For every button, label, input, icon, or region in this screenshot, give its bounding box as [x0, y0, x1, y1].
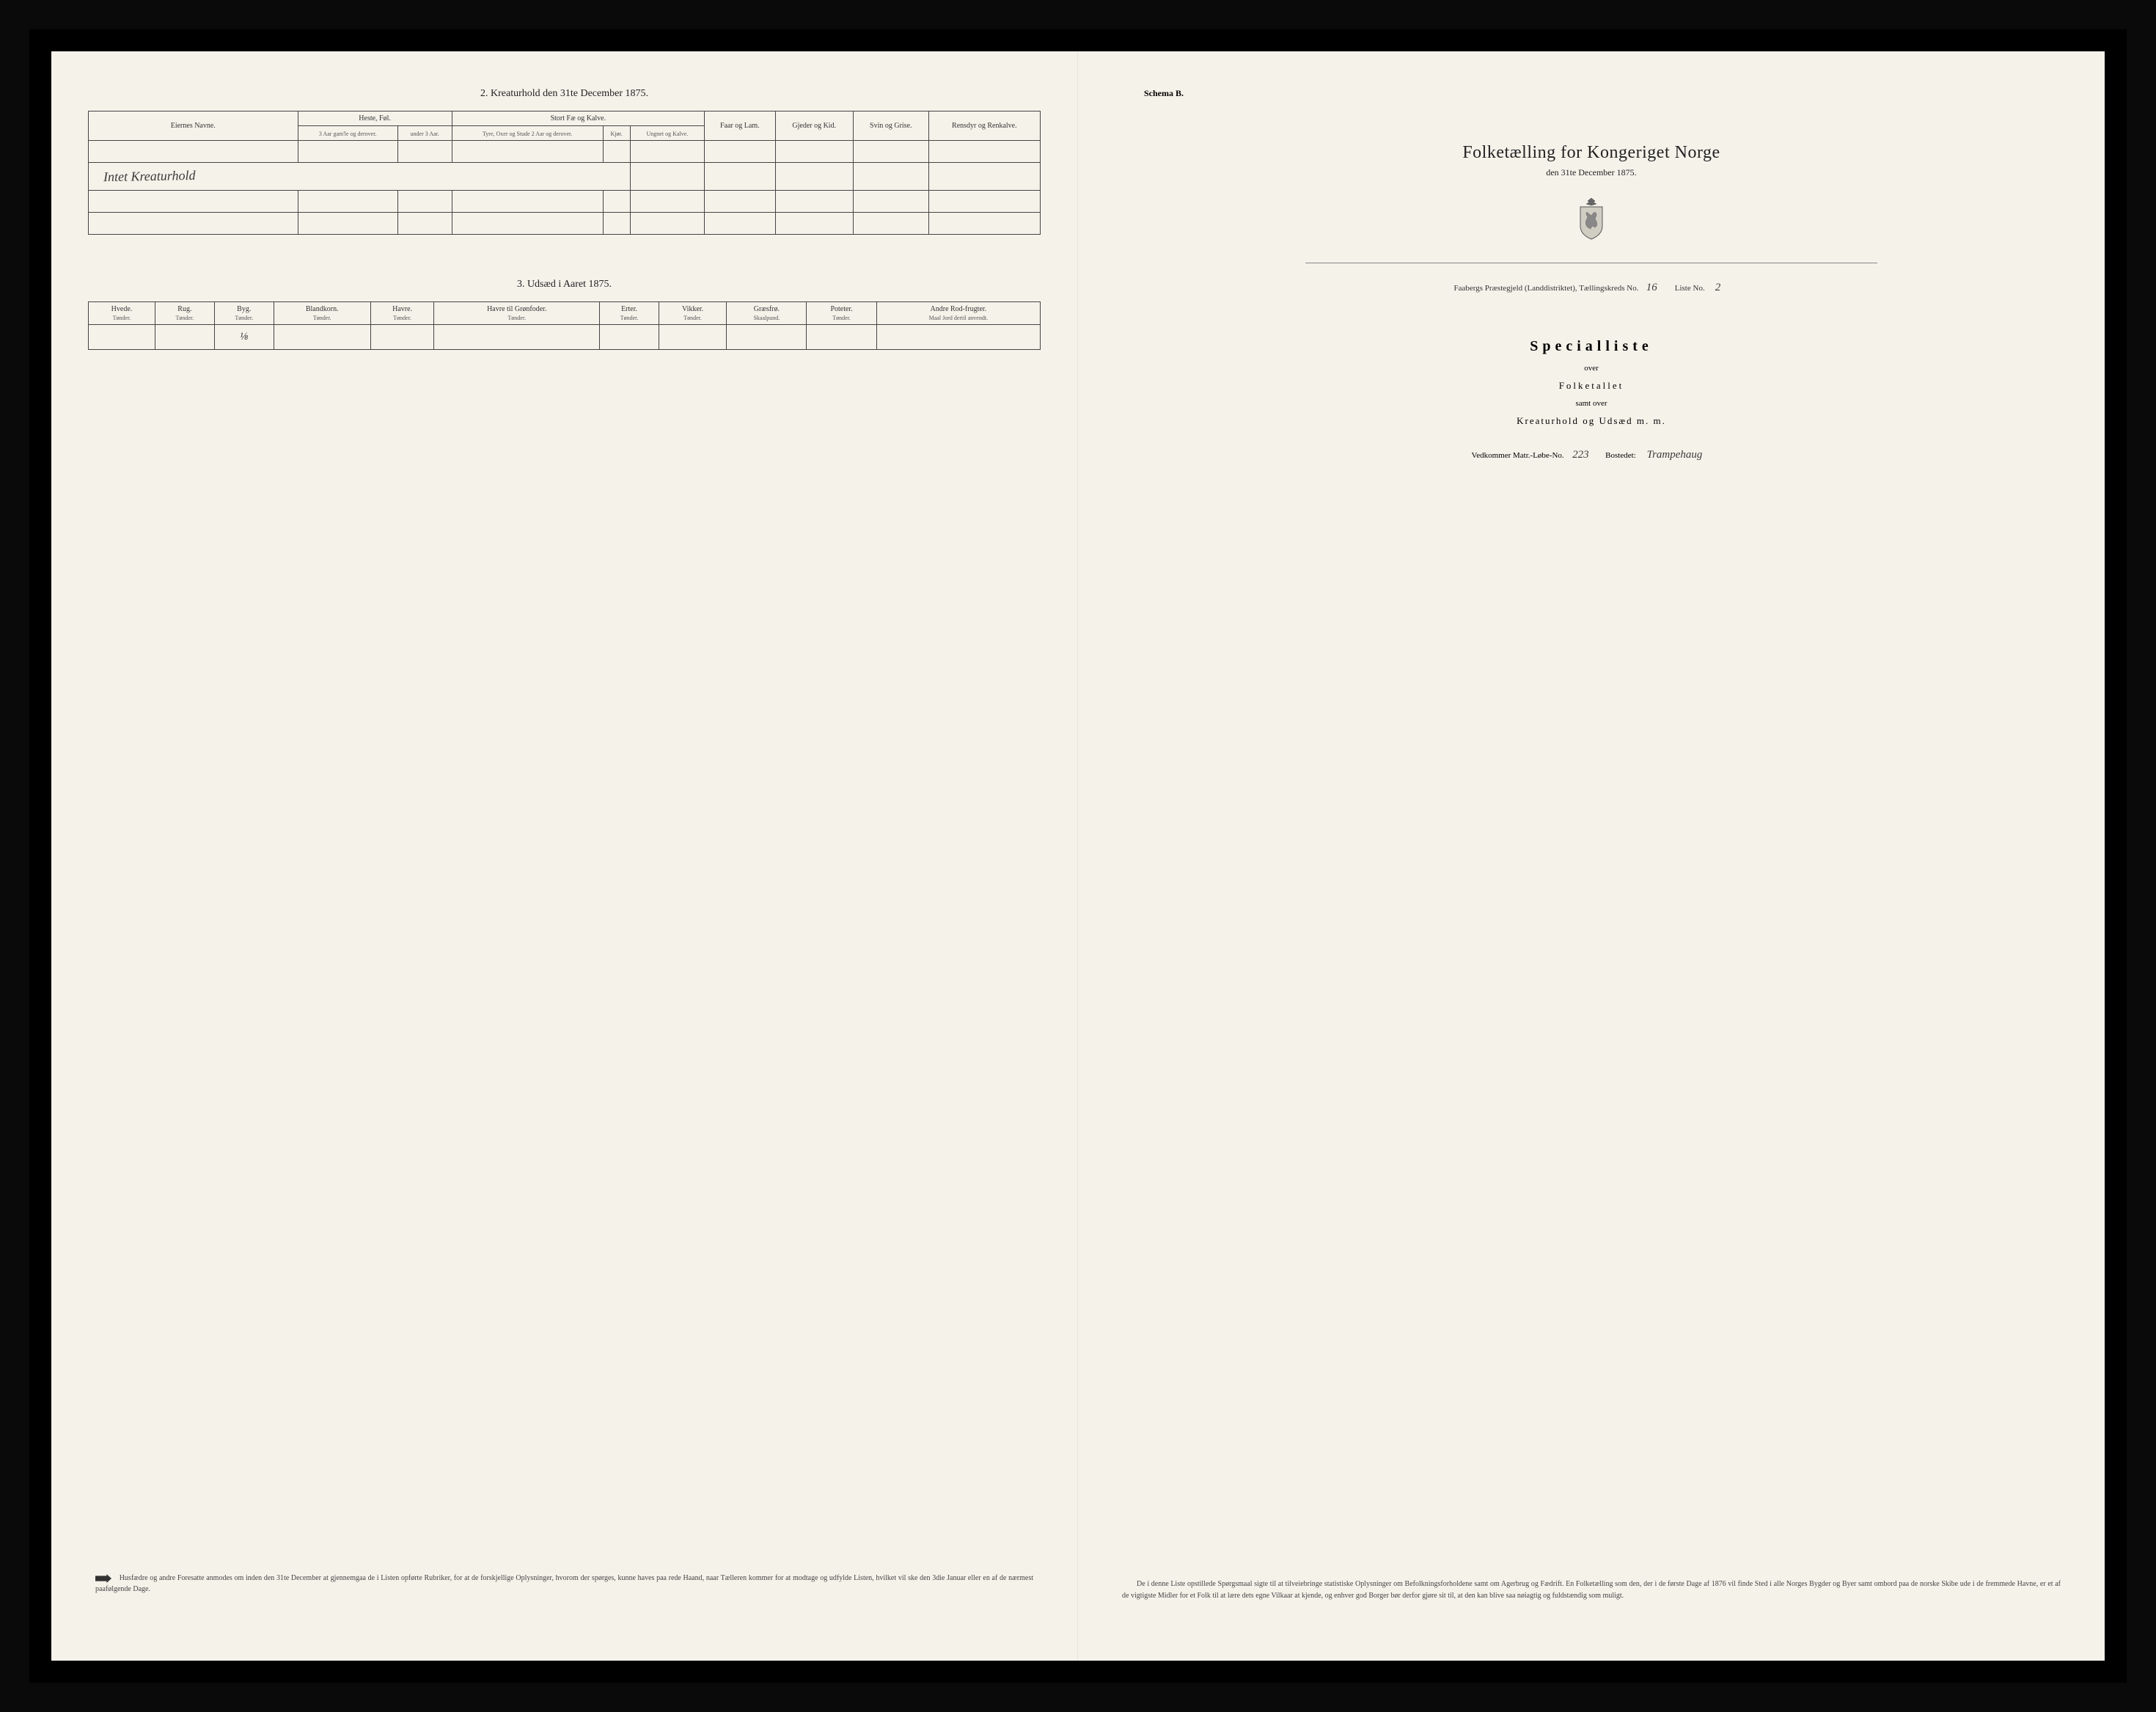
col-horses-group: Heste, Føl.	[298, 111, 452, 126]
sub-title: den 31te December 1875.	[1115, 167, 2068, 178]
col-rye: Rug.Tønder.	[155, 302, 214, 325]
over-label: over	[1115, 364, 2068, 373]
col-horses-2: under 3 Aar.	[397, 126, 452, 141]
right-page: Schema B. Folketælling for Kongeriget No…	[1078, 51, 2105, 1661]
table-row	[89, 213, 1041, 235]
col-oats: Havre.Tønder.	[370, 302, 434, 325]
livestock-table: Eiernes Navne. Heste, Føl. Stort Fæ og K…	[88, 111, 1041, 235]
table-row	[89, 141, 1041, 163]
document-frame: 2. Kreaturhold den 31te December 1875. E…	[29, 29, 2127, 1683]
bostedet-value: Trampehaug	[1638, 449, 1711, 461]
col-potatoes: Poteter.Tønder.	[807, 302, 876, 325]
col-sheep: Faar og Lam.	[705, 111, 776, 141]
col-reindeer: Rensdyr og Renkalve.	[928, 111, 1040, 141]
col-grass: Græsfrø.Skaalpund.	[727, 302, 807, 325]
barley-value: ⅛	[240, 331, 248, 343]
right-footer-note: De i denne Liste opstillede Spørgsmaal s…	[1122, 1579, 2061, 1602]
col-goats: Gjeder og Kid.	[775, 111, 853, 141]
table-row-handwritten: Intet Kreaturhold	[89, 163, 1041, 191]
col-oats-fodder: Havre til Grønfoder.Tønder.	[434, 302, 600, 325]
matr-no: 223	[1566, 449, 1595, 461]
col-roots: Andre Rod-frugter.Maal Jord dertil anven…	[876, 302, 1040, 325]
col-vetches: Vikker.Tønder.	[659, 302, 726, 325]
left-footer-note: Husfædre og andre Foresatte anmodes om i…	[95, 1573, 1033, 1595]
col-cattle-3: Ungnet og Kalve.	[630, 126, 704, 141]
schema-label: Schema B.	[1144, 88, 2068, 99]
section2-heading: 2. Kreaturhold den 31te December 1875.	[88, 88, 1041, 100]
kreaturhold-label: Kreaturhold og Udsæd m. m.	[1115, 415, 2068, 427]
district-no: 16	[1640, 282, 1662, 294]
col-cattle-group: Stort Fæ og Kalve.	[452, 111, 704, 126]
paper-spread: 2. Kreaturhold den 31te December 1875. E…	[51, 51, 2105, 1661]
district-line: Faabergs Præstegjeld (Landdistriktet), T…	[1115, 282, 2068, 294]
seed-table: Hvede.Tønder. Rug.Tønder. Byg.Tønder. Bl…	[88, 301, 1041, 350]
col-cattle-2: Kjør.	[603, 126, 630, 141]
section3-heading: 3. Udsæd i Aaret 1875.	[88, 279, 1041, 290]
handwritten-entry: Intet Kreaturhold	[103, 168, 196, 185]
specialliste-heading: Specialliste	[1115, 338, 2068, 355]
col-barley: Byg.Tønder.	[214, 302, 274, 325]
col-horses-1: 3 Aar gam'le og derover.	[298, 126, 397, 141]
liste-no: 2	[1706, 282, 1728, 294]
pointer-icon	[95, 1574, 111, 1583]
col-wheat: Hvede.Tønder.	[89, 302, 155, 325]
main-title: Folketælling for Kongeriget Norge	[1115, 143, 2068, 163]
col-mixed: Blandkorn.Tønder.	[274, 302, 370, 325]
folketallet-label: Folketallet	[1115, 380, 2068, 392]
table-row	[89, 191, 1041, 213]
seed-data-row: ⅛	[89, 325, 1041, 350]
col-pigs: Svin og Grise.	[853, 111, 928, 141]
samt-over-label: samt over	[1115, 399, 2068, 408]
col-peas: Erter.Tønder.	[600, 302, 659, 325]
left-page: 2. Kreaturhold den 31te December 1875. E…	[51, 51, 1078, 1661]
col-owner: Eiernes Navne.	[89, 111, 298, 141]
coat-of-arms-icon	[1115, 197, 2068, 244]
matr-line: Vedkommer Matr.-Løbe-No. 223 Bostedet: T…	[1115, 449, 2068, 461]
col-cattle-1: Tyre, Oxer og Stude 2 Aar og derover.	[452, 126, 603, 141]
